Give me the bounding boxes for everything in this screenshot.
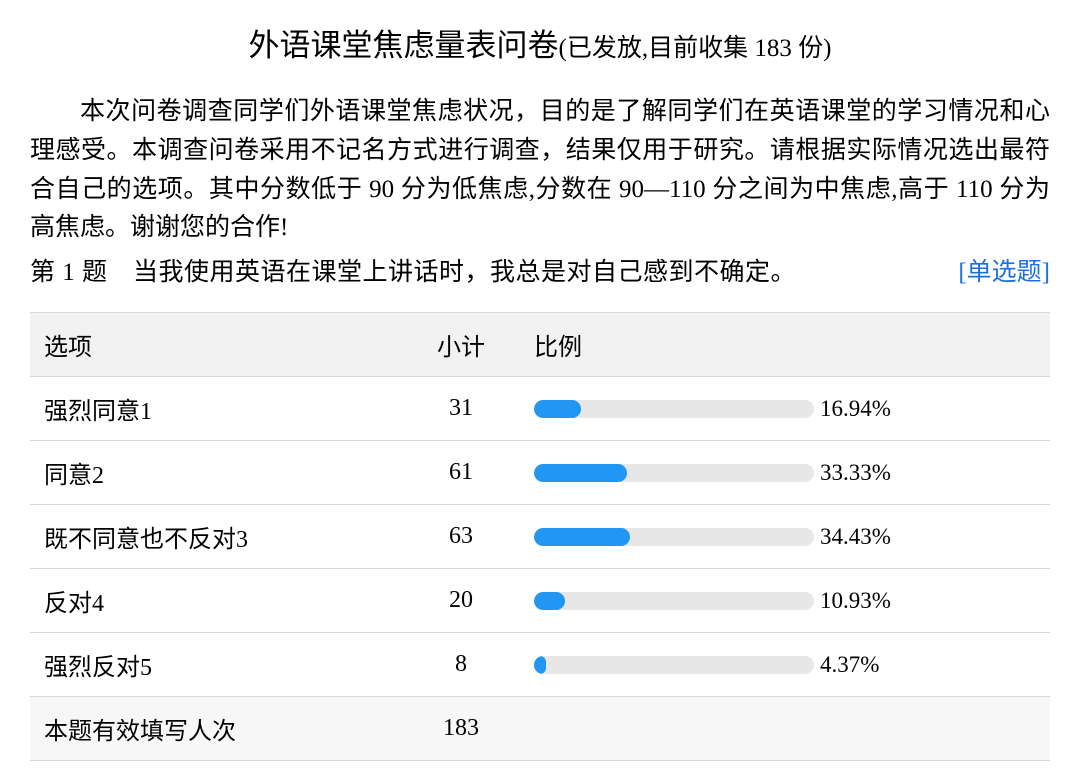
footer-label: 本题有效填写人次 <box>30 697 400 761</box>
option-cell: 反对4 <box>30 569 400 633</box>
page-title: 外语课堂焦虑量表问卷(已发放,目前收集 183 份) <box>30 20 1050 65</box>
header-option: 选项 <box>30 313 400 377</box>
table-row: 强烈同意131 16.94% <box>30 377 1050 441</box>
bar-wrap: 33.33% <box>534 460 1038 486</box>
ratio-cell: 4.37% <box>520 633 1050 697</box>
option-cell: 既不同意也不反对3 <box>30 505 400 569</box>
percent-label: 4.37% <box>820 652 879 678</box>
table-row: 同意261 33.33% <box>30 441 1050 505</box>
count-cell: 63 <box>400 505 520 569</box>
option-cell: 强烈同意1 <box>30 377 400 441</box>
bar-fill <box>534 464 627 482</box>
bar-track <box>534 528 814 546</box>
ratio-cell: 10.93% <box>520 569 1050 633</box>
table-row: 强烈反对58 4.37% <box>30 633 1050 697</box>
bar-fill <box>534 592 565 610</box>
percent-label: 33.33% <box>820 460 891 486</box>
option-cell: 同意2 <box>30 441 400 505</box>
bar-wrap: 34.43% <box>534 524 1038 550</box>
percent-label: 10.93% <box>820 588 891 614</box>
footer-empty <box>520 697 1050 761</box>
percent-label: 16.94% <box>820 396 891 422</box>
count-cell: 20 <box>400 569 520 633</box>
bar-track <box>534 656 814 674</box>
title-sub: (已发放,目前收集 183 份) <box>559 35 832 62</box>
count-cell: 8 <box>400 633 520 697</box>
question-row: 第 1 题 当我使用英语在课堂上讲话时，我总是对自己感到不确定。 [单选题] <box>30 252 1050 288</box>
ratio-cell: 34.43% <box>520 505 1050 569</box>
ratio-cell: 33.33% <box>520 441 1050 505</box>
count-cell: 61 <box>400 441 520 505</box>
count-cell: 31 <box>400 377 520 441</box>
bar-fill <box>534 656 546 674</box>
title-main: 外语课堂焦虑量表问卷 <box>249 28 559 63</box>
bar-track <box>534 400 814 418</box>
intro-paragraph: 本次问卷调查同学们外语课堂焦虑状况，目的是了解同学们在英语课堂的学习情况和心理感… <box>30 93 1050 248</box>
option-cell: 强烈反对5 <box>30 633 400 697</box>
bar-fill <box>534 400 581 418</box>
bar-fill <box>534 528 630 546</box>
bar-track <box>534 592 814 610</box>
bar-wrap: 10.93% <box>534 588 1038 614</box>
table-header-row: 选项 小计 比例 <box>30 313 1050 377</box>
header-ratio: 比例 <box>520 313 1050 377</box>
header-count: 小计 <box>400 313 520 377</box>
percent-label: 34.43% <box>820 524 891 550</box>
question-type-tag: [单选题] <box>958 252 1050 288</box>
results-table: 选项 小计 比例 强烈同意131 16.94% 同意261 33.33% 既不同意也不反… <box>30 312 1050 761</box>
table-row: 反对420 10.93% <box>30 569 1050 633</box>
ratio-cell: 16.94% <box>520 377 1050 441</box>
bar-track <box>534 464 814 482</box>
footer-count: 183 <box>400 697 520 761</box>
bar-wrap: 16.94% <box>534 396 1038 422</box>
table-row: 既不同意也不反对363 34.43% <box>30 505 1050 569</box>
bar-wrap: 4.37% <box>534 652 1038 678</box>
table-footer-row: 本题有效填写人次183 <box>30 697 1050 761</box>
question-text: 第 1 题 当我使用英语在课堂上讲话时，我总是对自己感到不确定。 <box>30 252 796 288</box>
